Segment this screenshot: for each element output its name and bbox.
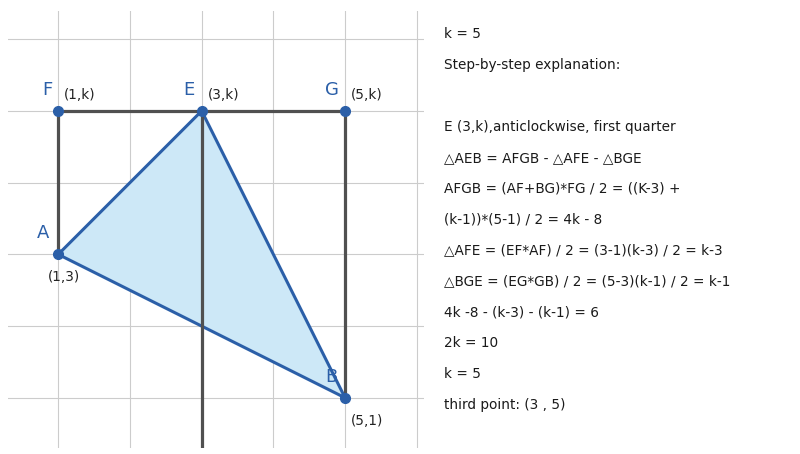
Text: △AEB = AFGB - △AFE - △BGE: △AEB = AFGB - △AFE - △BGE	[444, 151, 642, 165]
Text: (5,k): (5,k)	[351, 89, 382, 102]
Text: E (3,k),anticlockwise, first quarter: E (3,k),anticlockwise, first quarter	[444, 120, 676, 134]
Text: E: E	[183, 81, 194, 99]
Text: (1,3): (1,3)	[47, 270, 80, 284]
Text: k = 5: k = 5	[444, 367, 481, 381]
Text: (5,1): (5,1)	[351, 414, 383, 428]
Text: △BGE = (EG*GB) / 2 = (5-3)(k-1) / 2 = k-1: △BGE = (EG*GB) / 2 = (5-3)(k-1) / 2 = k-…	[444, 274, 730, 288]
Text: G: G	[326, 81, 339, 99]
Text: Step-by-step explanation:: Step-by-step explanation:	[444, 58, 620, 72]
Text: AFGB = (AF+BG)*FG / 2 = ((K-3) +: AFGB = (AF+BG)*FG / 2 = ((K-3) +	[444, 182, 681, 196]
Text: (3,k): (3,k)	[207, 89, 239, 102]
Text: third point: (3 , 5): third point: (3 , 5)	[444, 398, 566, 412]
Text: (k-1))*(5-1) / 2 = 4k - 8: (k-1))*(5-1) / 2 = 4k - 8	[444, 212, 602, 227]
Text: △AFE = (EF*AF) / 2 = (3-1)(k-3) / 2 = k-3: △AFE = (EF*AF) / 2 = (3-1)(k-3) / 2 = k-…	[444, 243, 722, 257]
Text: k = 5: k = 5	[444, 27, 481, 41]
Text: 4k -8 - (k-3) - (k-1) = 6: 4k -8 - (k-3) - (k-1) = 6	[444, 305, 599, 319]
Text: (1,k): (1,k)	[64, 89, 95, 102]
Text: B: B	[326, 368, 338, 385]
Text: 2k = 10: 2k = 10	[444, 336, 498, 350]
Text: F: F	[42, 81, 53, 99]
Text: A: A	[38, 224, 50, 242]
Polygon shape	[58, 111, 345, 398]
